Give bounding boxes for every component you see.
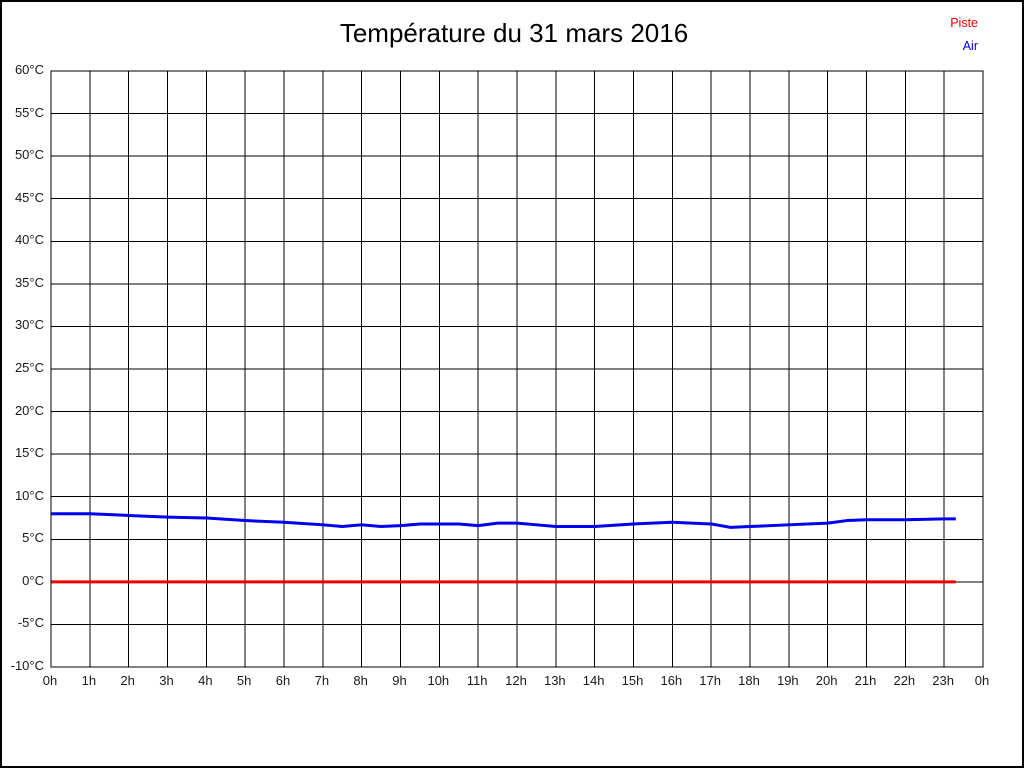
y-tick-label: 30°C <box>14 317 44 333</box>
legend-item-piste: Piste <box>950 16 978 30</box>
x-tick-label: 0h <box>974 673 990 688</box>
x-tick-label: 18h <box>738 673 760 688</box>
legend: Piste Air <box>950 12 978 58</box>
x-tick-label: 2h <box>120 673 135 688</box>
x-tick-label: 15h <box>621 673 644 688</box>
x-tick-label: 5h <box>236 673 252 688</box>
x-tick-label: 14h <box>582 673 605 688</box>
x-tick-label: 13h <box>543 673 566 688</box>
temperature-plot <box>50 70 984 668</box>
y-tick-label: 5°C <box>22 530 44 546</box>
x-tick-label: 16h <box>660 673 683 688</box>
x-tick-label: 6h <box>275 673 291 688</box>
x-tick-label: 0h <box>42 673 58 688</box>
x-tick-label: 4h <box>198 673 213 688</box>
x-tick-label: 10h <box>427 673 450 688</box>
y-tick-label: 10°C <box>14 487 44 503</box>
x-tick-label: 19h <box>776 673 799 688</box>
x-tick-label: 20h <box>815 673 838 688</box>
series-line-air <box>51 512 956 529</box>
y-tick-label: 20°C <box>14 402 44 418</box>
y-tick-label: 50°C <box>14 147 44 163</box>
x-tick-label: 1h <box>81 673 97 688</box>
y-tick-label: 60°C <box>14 62 44 77</box>
y-tick-label: 15°C <box>14 445 44 461</box>
y-tick-label: -5°C <box>17 615 44 631</box>
x-tick-label: 23h <box>932 673 954 688</box>
y-tick-label: 25°C <box>14 360 44 375</box>
y-tick-label: 55°C <box>14 104 44 120</box>
x-tick-label: 22h <box>893 673 916 688</box>
y-tick-label: 35°C <box>14 274 44 290</box>
legend-item-air: Air <box>962 39 978 53</box>
y-tick-label: 45°C <box>14 189 44 205</box>
x-tick-label: 8h <box>353 673 368 688</box>
chart-title: Température du 31 mars 2016 <box>339 18 689 48</box>
plot-border <box>50 70 984 668</box>
y-tick-label: 40°C <box>14 232 44 248</box>
y-tick-label: 0°C <box>22 572 44 588</box>
x-tick-label: 17h <box>699 673 721 688</box>
x-tick-label: 3h <box>159 673 174 688</box>
x-tick-label: 12h <box>505 673 527 688</box>
y-tick-label: -10°C <box>10 658 44 673</box>
x-tick-label: 9h <box>392 673 407 688</box>
x-tick-label: 7h <box>314 673 330 688</box>
x-tick-label: 11h <box>466 673 488 688</box>
x-tick-label: 21h <box>854 673 877 688</box>
